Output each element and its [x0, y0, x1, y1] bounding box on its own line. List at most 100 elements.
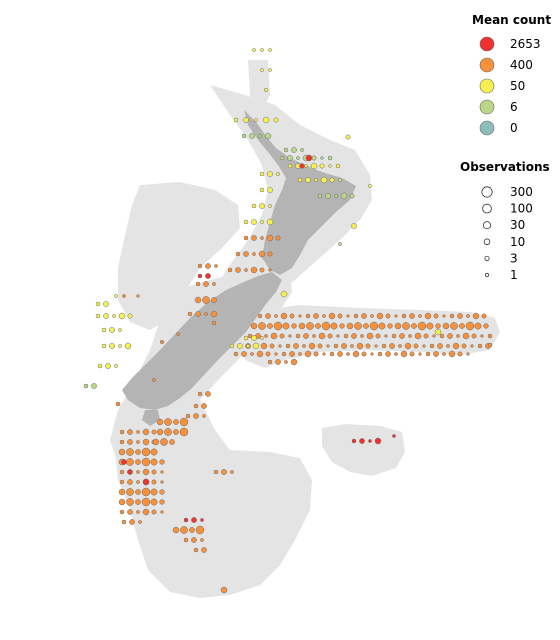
survey-point — [401, 313, 407, 319]
survey-point — [252, 48, 256, 52]
survey-point — [197, 273, 203, 279]
survey-point — [313, 351, 319, 357]
survey-point — [337, 351, 343, 357]
survey-point — [287, 163, 293, 169]
survey-point — [195, 281, 201, 287]
survey-point — [374, 344, 378, 348]
survey-point — [214, 264, 218, 268]
survey-point — [457, 313, 463, 319]
survey-point — [124, 342, 132, 350]
survey-point — [349, 193, 355, 199]
survey-point — [408, 334, 412, 338]
survey-point — [273, 321, 283, 331]
survey-point — [210, 310, 218, 318]
survey-point — [159, 499, 165, 505]
survey-point — [114, 364, 118, 368]
survey-point — [126, 488, 134, 496]
survey-point — [311, 155, 317, 161]
survey-point — [195, 525, 205, 535]
survey-point — [327, 155, 333, 161]
survey-point — [337, 313, 343, 319]
survey-point — [202, 296, 210, 304]
survey-point — [282, 322, 290, 330]
survey-point — [229, 343, 235, 349]
survey-point — [280, 312, 288, 320]
shelf-challenger-plateau — [118, 182, 240, 330]
survey-point — [280, 290, 288, 298]
survey-point — [378, 322, 386, 330]
survey-point — [290, 358, 298, 366]
survey-point — [118, 328, 122, 332]
survey-point — [126, 448, 134, 456]
survey-point — [274, 352, 278, 356]
survey-point — [118, 498, 126, 506]
survey-point — [284, 360, 288, 364]
survey-point — [151, 509, 157, 515]
survey-point — [194, 296, 202, 304]
survey-point — [118, 344, 122, 348]
survey-point — [456, 334, 460, 338]
survey-point — [233, 351, 239, 357]
survey-point — [150, 458, 158, 466]
survey-point — [273, 117, 279, 123]
survey-point — [336, 334, 340, 338]
survey-point — [462, 332, 470, 340]
survey-point — [268, 204, 272, 208]
survey-point — [291, 323, 297, 329]
survey-point — [179, 427, 189, 437]
survey-point — [377, 351, 383, 357]
survey-point — [385, 313, 391, 319]
survey-point — [384, 334, 388, 338]
survey-point — [466, 314, 470, 318]
survey-point — [112, 314, 116, 318]
survey-point — [141, 447, 151, 457]
survey-point — [235, 251, 241, 257]
survey-point — [258, 134, 262, 138]
survey-point — [142, 438, 150, 446]
survey-point — [259, 203, 265, 209]
survey-point — [201, 547, 207, 553]
survey-point — [315, 323, 321, 329]
survey-point — [142, 478, 150, 486]
survey-point — [310, 162, 318, 170]
survey-point — [260, 336, 264, 340]
survey-point — [317, 343, 323, 349]
survey-point — [394, 314, 398, 318]
survey-point — [136, 510, 140, 514]
survey-point — [459, 323, 465, 329]
survey-point — [442, 352, 446, 356]
survey-point — [141, 457, 151, 467]
survey-point — [356, 342, 364, 350]
survey-point — [346, 314, 350, 318]
survey-point — [136, 480, 140, 484]
survey-point — [258, 322, 266, 330]
legend-size-swatch — [481, 186, 493, 198]
survey-point — [244, 268, 248, 272]
survey-point — [103, 313, 109, 319]
survey-point — [369, 321, 379, 331]
survey-point — [312, 334, 316, 338]
survey-point — [461, 343, 467, 349]
survey-point — [285, 343, 291, 349]
legend-size-label: 1 — [510, 268, 518, 282]
survey-point — [127, 439, 133, 445]
survey-point — [313, 313, 319, 319]
survey-point — [268, 268, 272, 272]
survey-point — [414, 332, 422, 340]
survey-point — [267, 251, 273, 257]
survey-point — [477, 343, 483, 349]
survey-point — [183, 517, 189, 523]
legend-size-swatch — [484, 272, 490, 278]
survey-point — [322, 314, 326, 318]
survey-point — [241, 133, 247, 139]
survey-point — [264, 334, 268, 338]
survey-point — [259, 171, 265, 177]
survey-point — [394, 352, 398, 356]
survey-point — [246, 344, 250, 348]
survey-point — [433, 351, 439, 357]
survey-point — [221, 469, 227, 475]
survey-point — [105, 363, 111, 369]
survey-point — [442, 314, 446, 318]
survey-point — [126, 458, 134, 466]
survey-point — [142, 508, 150, 516]
